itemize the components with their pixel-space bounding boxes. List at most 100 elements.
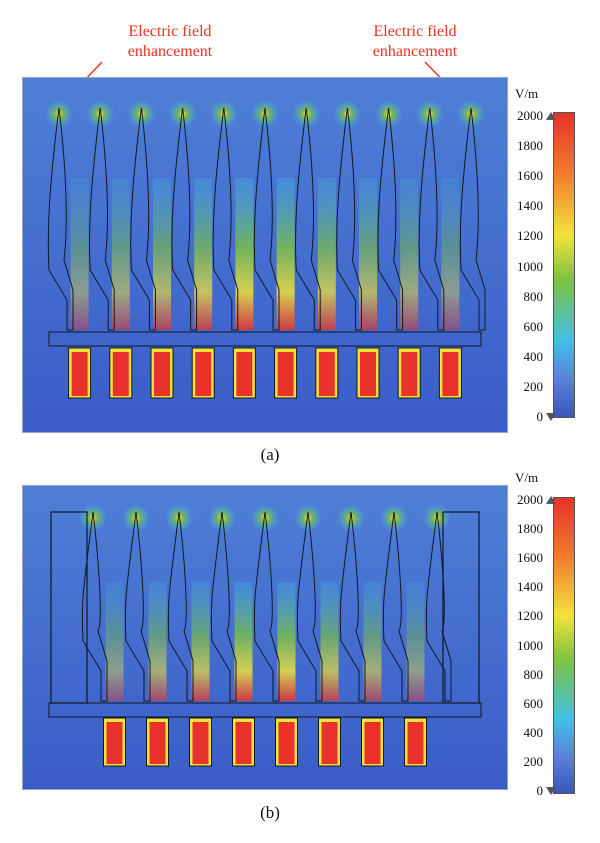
colorbar-tick-label: 600 (523, 695, 544, 711)
electrode-pad (232, 347, 256, 399)
colorbar-tick-label: 200 (523, 753, 544, 769)
annotation-left-line1: Electric field (128, 23, 212, 40)
electrode-pad (189, 717, 212, 767)
electrode-finger (209, 100, 239, 331)
electrode-pad (275, 717, 298, 767)
colorbar-tick-label: 400 (523, 724, 544, 740)
gap-field (359, 178, 377, 330)
gap-field (111, 178, 130, 330)
electrode-finger (168, 100, 198, 331)
electrode-pad (404, 717, 427, 767)
electrode-pad (146, 717, 169, 767)
annotation-left-line2: enhancement (127, 43, 213, 60)
annotation-right-line1: Electric field (373, 23, 457, 40)
colorbar-tick-label: 200 (523, 378, 544, 394)
electrode-pad (232, 717, 255, 767)
gap-field (277, 582, 296, 701)
annotation-right: Electric field enhancement (330, 22, 500, 62)
gap-field (363, 582, 382, 701)
colorbar-tick-label: 0 (536, 409, 544, 424)
outer-electrode-right (442, 511, 480, 704)
colorbar-min-marker (546, 413, 556, 421)
colorbar-tick-label: 1600 (517, 550, 543, 566)
electrode-finger (122, 504, 151, 702)
electrode-pad (150, 347, 174, 399)
colorbar-b (553, 497, 575, 794)
electrode-finger (127, 100, 156, 331)
colorbar-tick-label: 400 (523, 348, 544, 364)
colorbar-a (553, 112, 575, 418)
colorbar-tick-label: 800 (523, 666, 544, 682)
electrode-pad (361, 717, 384, 767)
electrode-finger (415, 100, 445, 331)
gap-field (276, 178, 295, 330)
electrode-finger (294, 504, 323, 702)
electrode-finger (380, 504, 409, 702)
caption-b: (b) (260, 803, 280, 822)
colorbar-min-marker (546, 787, 556, 795)
electrode-finger (292, 100, 321, 331)
colorbar-tick-label: 800 (523, 288, 544, 304)
electrode-finger (374, 100, 404, 331)
electrode-finger (208, 504, 237, 702)
electrode-pad (397, 347, 421, 399)
electrode-pad (274, 347, 298, 399)
colorbar-tick-label: 0 (536, 783, 544, 798)
electrode-pad (438, 347, 462, 399)
colorbar-tick-label: 1400 (517, 579, 543, 595)
gap-field (406, 582, 425, 701)
gap-field (441, 178, 460, 330)
electrode-pad (315, 347, 339, 399)
colorbar-max-marker (546, 112, 556, 120)
field-map-a (22, 77, 508, 433)
colorbar-max-marker (546, 496, 556, 504)
electrode-base (48, 331, 482, 347)
electrode-pad (318, 717, 341, 767)
electrode-pad (356, 347, 380, 399)
field-background (23, 78, 507, 432)
caption-a: (a) (260, 445, 280, 464)
colorbar-tick-label: 1200 (517, 608, 543, 624)
electrode-pad (191, 347, 215, 399)
gap-field (191, 582, 210, 701)
gap-field (234, 582, 253, 701)
electrode-finger (333, 100, 362, 331)
colorbar-tick-label: 1000 (517, 258, 543, 274)
colorbar-tick-label: 2000 (517, 108, 543, 123)
annotation-left: Electric field enhancement (85, 22, 255, 62)
colorbar-tick-label: 1400 (517, 198, 543, 214)
field-map-b (22, 485, 508, 790)
colorbar-tick-label: 600 (523, 318, 544, 334)
electrode-finger (86, 100, 115, 331)
colorbar-tick-label: 1600 (517, 168, 543, 184)
electrode-finger (457, 100, 486, 331)
colorbar-tick-label: 1800 (517, 521, 543, 537)
electrode-finger (251, 100, 280, 331)
colorbar-tick-label: 1000 (517, 637, 543, 653)
electrode-finger (79, 504, 108, 702)
colorbar-unit-b: V/m (515, 470, 539, 485)
gap-field (153, 178, 171, 330)
gap-field (317, 178, 336, 330)
annotation-right-line2: enhancement (372, 43, 458, 60)
electrode-pad (68, 347, 92, 399)
gap-field (194, 178, 213, 330)
gap-field (105, 582, 124, 701)
electrode-finger (45, 100, 74, 331)
electrode-finger (165, 504, 194, 702)
electrode-base (48, 702, 482, 718)
gap-field (400, 178, 419, 330)
colorbar-tick-label: 1200 (517, 228, 543, 244)
electrode-pad (103, 717, 126, 767)
electrode-pad (109, 347, 133, 399)
gap-field (320, 582, 339, 701)
outer-electrode-left (50, 511, 88, 704)
electrode-finger (251, 504, 280, 702)
colorbar-tick-label: 2000 (517, 492, 543, 507)
gap-field (235, 178, 254, 330)
colorbar-unit-a: V/m (515, 86, 539, 101)
electrode-finger (337, 504, 366, 702)
colorbar-tick-label: 1800 (517, 138, 543, 154)
gap-field (70, 178, 89, 330)
gap-field (148, 582, 167, 701)
